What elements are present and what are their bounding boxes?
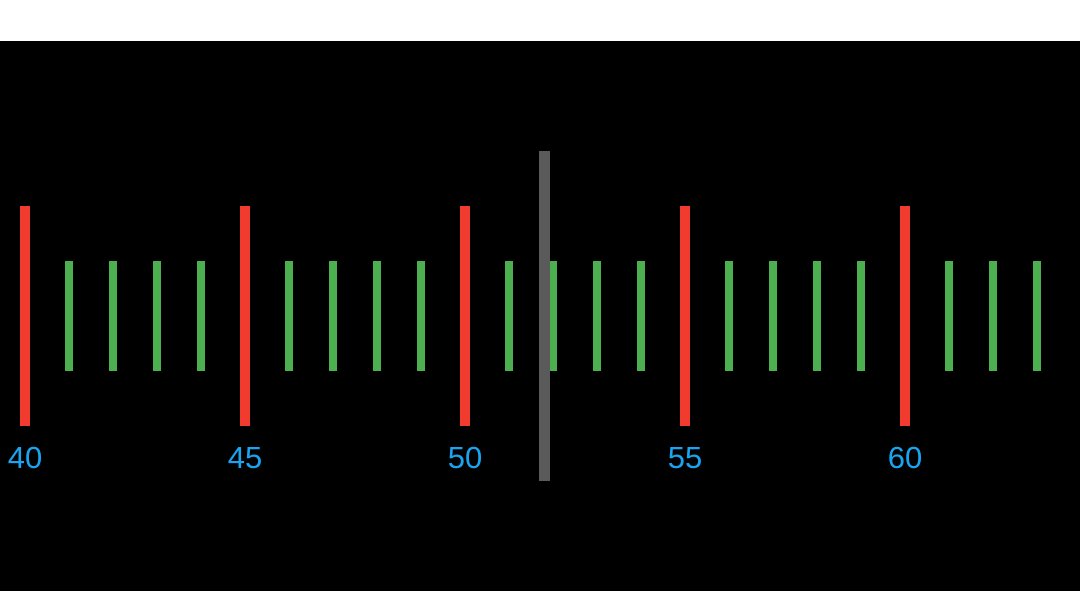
minor-tick (637, 261, 645, 371)
minor-tick (329, 261, 337, 371)
minor-tick (417, 261, 425, 371)
tick-label: 55 (667, 440, 703, 475)
major-tick (20, 206, 30, 426)
minor-tick (725, 261, 733, 371)
major-tick (680, 206, 690, 426)
top-bar (0, 0, 1080, 41)
minor-tick (813, 261, 821, 371)
major-tick (240, 206, 250, 426)
minor-tick (197, 261, 205, 371)
minor-tick (945, 261, 953, 371)
minor-tick (109, 261, 117, 371)
minor-tick (373, 261, 381, 371)
bottom-bar (0, 591, 1080, 616)
minor-tick (857, 261, 865, 371)
major-tick (900, 206, 910, 426)
minor-tick (285, 261, 293, 371)
tick-label: 60 (887, 440, 923, 475)
tick-label: 45 (227, 440, 263, 475)
minor-tick (153, 261, 161, 371)
value-ruler[interactable]: 40 45 50 55 60 (0, 41, 1080, 591)
minor-tick (1033, 261, 1041, 371)
selection-indicator[interactable] (538, 151, 550, 481)
minor-tick (549, 261, 557, 371)
minor-tick (505, 261, 513, 371)
minor-tick (769, 261, 777, 371)
minor-tick (989, 261, 997, 371)
tick-label: 50 (447, 440, 483, 475)
minor-tick (593, 261, 601, 371)
minor-tick (65, 261, 73, 371)
tick-label: 40 (7, 440, 43, 475)
major-tick (460, 206, 470, 426)
